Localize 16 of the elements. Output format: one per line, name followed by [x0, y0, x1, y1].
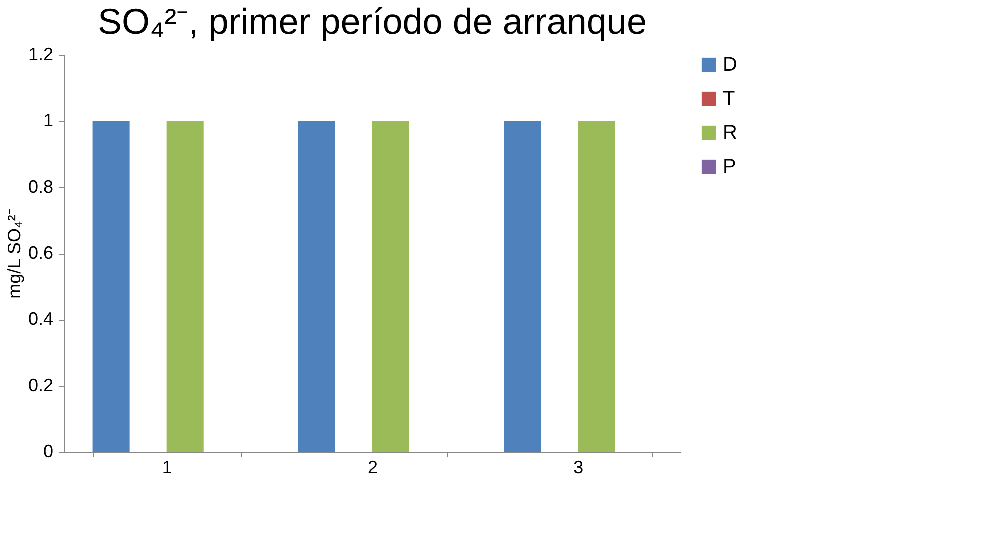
- legend-label: D: [723, 54, 738, 76]
- y-tick-label: 0.6: [28, 243, 54, 263]
- y-tick-label: 0.4: [28, 309, 54, 330]
- y-axis-title: mg/L SO₄²⁻: [4, 209, 24, 299]
- y-tick-label: 1: [43, 110, 54, 131]
- y-tick-label: 1.2: [28, 44, 54, 64]
- x-tick-label: 2: [368, 458, 378, 478]
- y-tick-label: 0: [43, 442, 54, 462]
- y-tick-label: 0.8: [28, 176, 54, 197]
- chart-title: SO₄²⁻, primer período de arranque: [98, 1, 647, 42]
- x-tick-label: 3: [574, 458, 584, 478]
- x-tick-label: 1: [162, 458, 172, 478]
- legend-label: R: [723, 122, 738, 144]
- legend-label: P: [723, 156, 736, 178]
- legend-label: T: [723, 88, 736, 110]
- y-tick-label: 0.2: [28, 375, 54, 396]
